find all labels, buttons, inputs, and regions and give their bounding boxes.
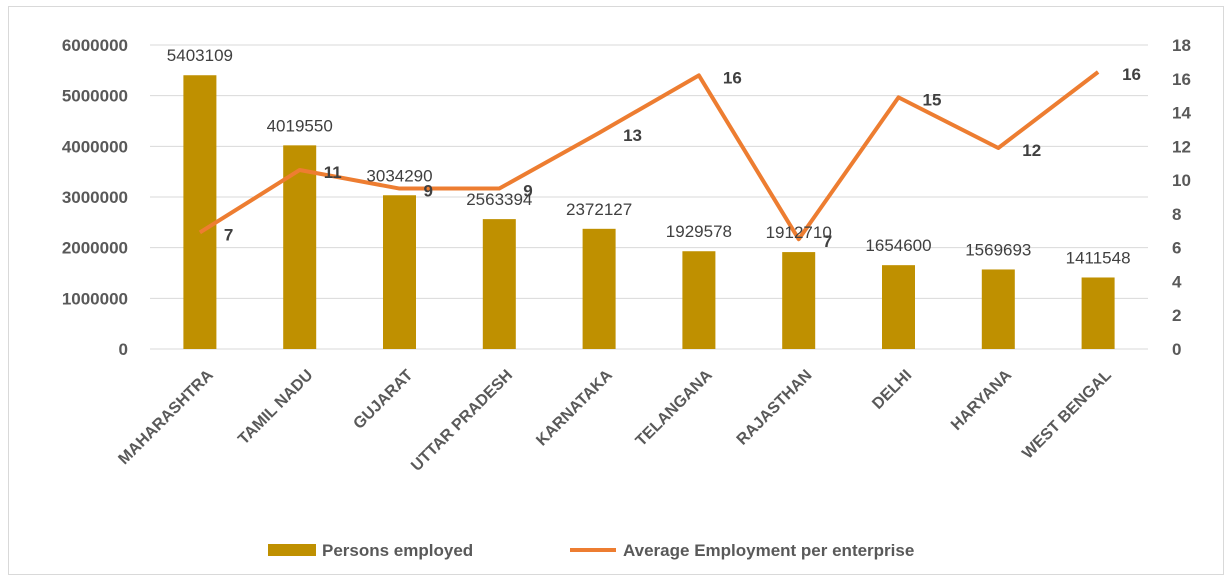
bar — [482, 219, 516, 349]
bar-series — [183, 75, 1115, 349]
gridlines — [150, 44, 1148, 350]
category-label: UTTAR PRADESH — [408, 367, 516, 475]
category-label: HARYANA — [948, 366, 1015, 433]
bar-data-label: 2563394 — [466, 190, 532, 209]
category-label: TAMIL NADU — [235, 367, 316, 448]
left-axis-tick-label: 6000000 — [62, 36, 128, 55]
bar — [981, 269, 1015, 349]
bar-data-labels: 5403109 4019550 3034290 2563394 2372127 19295… — [167, 46, 1131, 267]
line-data-label: 7 — [823, 232, 832, 251]
left-axis-tick-label: 0 — [119, 340, 128, 359]
line-series — [198, 70, 1100, 242]
line-data-label: 15 — [923, 90, 942, 109]
legend-bar-label: Persons employed — [322, 541, 473, 560]
line-path — [198, 70, 1100, 242]
line-data-label: 7 — [224, 225, 233, 244]
category-label: KARNATAKA — [533, 366, 616, 449]
bar — [682, 251, 716, 349]
category-label: WEST BENGAL — [1019, 367, 1115, 463]
line-data-label: 13 — [623, 126, 642, 145]
right-axis-ticks: 0 2 4 6 8 10 12 14 16 18 — [1172, 36, 1191, 359]
bar — [283, 145, 317, 349]
category-label: MAHARASHTRA — [115, 366, 217, 468]
line-data-label: 9 — [424, 182, 433, 201]
category-label: TELANGANA — [633, 366, 716, 449]
line-data-label: 9 — [523, 182, 532, 201]
left-axis-tick-label: 2000000 — [62, 239, 128, 258]
left-axis-tick-label: 5000000 — [62, 87, 128, 106]
line-data-label: 11 — [324, 163, 342, 182]
right-axis-tick-label: 8 — [1172, 205, 1181, 224]
right-axis-tick-label: 10 — [1172, 171, 1191, 190]
category-label: GUJARAT — [350, 367, 416, 433]
bar-data-label: 1912710 — [766, 223, 832, 242]
bar-data-label: 3034290 — [366, 166, 432, 185]
bar-data-label: 1569693 — [965, 240, 1031, 259]
bar-data-label: 4019550 — [267, 116, 333, 135]
right-axis-tick-label: 0 — [1172, 340, 1181, 359]
bar-data-label: 1929578 — [666, 222, 732, 241]
left-axis-ticks: 0 1000000 2000000 3000000 4000000 5000000 6000… — [62, 36, 128, 359]
category-label: RAJASTHAN — [734, 367, 816, 449]
line-data-label: 16 — [723, 68, 742, 87]
bar-data-label: 5403109 — [167, 46, 233, 65]
bar — [183, 75, 217, 349]
right-axis-tick-label: 16 — [1172, 70, 1191, 89]
bar — [782, 252, 816, 349]
legend-line-label: Average Employment per enterprise — [623, 541, 914, 560]
bar — [1081, 277, 1115, 349]
right-axis-tick-label: 12 — [1172, 137, 1191, 156]
bar — [582, 228, 616, 349]
right-axis-tick-label: 6 — [1172, 239, 1181, 258]
bar-data-label: 2372127 — [566, 200, 632, 219]
line-data-labels: 7 11 9 9 13 16 7 15 12 16 — [224, 65, 1141, 251]
left-axis-tick-label: 4000000 — [62, 137, 128, 156]
right-axis-tick-label: 18 — [1172, 36, 1191, 55]
left-axis-tick-label: 1000000 — [62, 289, 128, 308]
right-axis-tick-label: 2 — [1172, 306, 1181, 325]
legend-bar-swatch — [268, 544, 316, 556]
bar — [383, 195, 416, 349]
bar — [882, 265, 915, 349]
right-axis-tick-label: 4 — [1172, 272, 1182, 291]
left-axis-tick-label: 3000000 — [62, 188, 128, 207]
category-label: DELHI — [869, 367, 915, 413]
right-axis-tick-label: 14 — [1172, 104, 1191, 123]
legend: Persons employed Average Employment per … — [268, 541, 914, 560]
line-data-label: 12 — [1022, 141, 1041, 160]
bar-data-label: 1411548 — [1066, 248, 1131, 267]
bar-data-label: 1654600 — [865, 236, 931, 255]
line-data-label: 16 — [1122, 65, 1141, 84]
